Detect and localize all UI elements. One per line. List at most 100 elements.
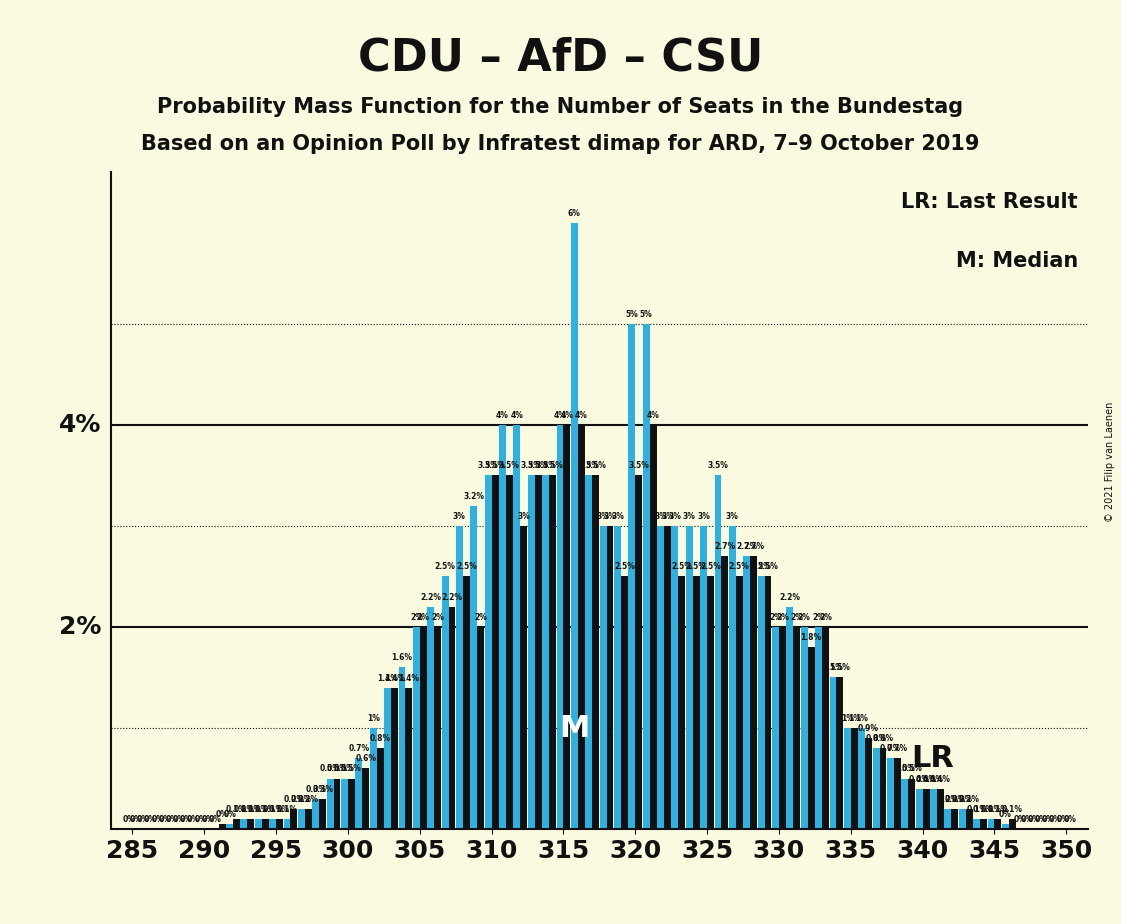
Bar	[448, 607, 455, 829]
Text: 1%: 1%	[855, 714, 868, 723]
Bar	[276, 819, 282, 829]
Text: 0.4%: 0.4%	[930, 774, 951, 784]
Bar	[815, 626, 822, 829]
Bar	[341, 779, 348, 829]
Bar	[549, 475, 556, 829]
Bar	[233, 819, 240, 829]
Text: 2%: 2%	[819, 613, 832, 622]
Bar	[642, 323, 650, 829]
Text: 0%: 0%	[223, 810, 237, 819]
Text: 2.5%: 2.5%	[614, 563, 634, 571]
Text: 0.1%: 0.1%	[248, 805, 269, 814]
Text: 2%: 2%	[474, 613, 488, 622]
Bar	[413, 626, 419, 829]
Text: 0%: 0%	[180, 815, 193, 824]
Bar	[585, 475, 592, 829]
Text: 2.5%: 2.5%	[686, 563, 706, 571]
Bar	[535, 475, 541, 829]
Text: 6%: 6%	[568, 209, 581, 217]
Text: 0%: 0%	[194, 815, 207, 824]
Text: 2%: 2%	[410, 613, 423, 622]
Text: 2.7%: 2.7%	[714, 542, 735, 551]
Bar	[872, 748, 880, 829]
Text: 0.3%: 0.3%	[312, 784, 333, 794]
Bar	[973, 819, 980, 829]
Text: 0%: 0%	[209, 815, 222, 824]
Text: 0%: 0%	[166, 815, 178, 824]
Bar	[865, 738, 872, 829]
Text: 0%: 0%	[1049, 815, 1062, 824]
Bar	[290, 808, 297, 829]
Text: LR: Last Result: LR: Last Result	[901, 192, 1078, 212]
Bar	[471, 505, 478, 829]
Text: 3%: 3%	[655, 512, 667, 521]
Bar	[701, 526, 707, 829]
Bar	[456, 526, 463, 829]
Bar	[219, 824, 225, 829]
Text: 0%: 0%	[129, 815, 142, 824]
Text: 0.1%: 0.1%	[973, 805, 994, 814]
Text: 0.5%: 0.5%	[326, 764, 348, 773]
Bar	[248, 819, 254, 829]
Text: 0%: 0%	[151, 815, 164, 824]
Text: 2.5%: 2.5%	[701, 563, 721, 571]
Text: 1.5%: 1.5%	[823, 663, 843, 673]
Text: 0%: 0%	[1056, 815, 1069, 824]
Text: 2.5%: 2.5%	[456, 563, 476, 571]
Text: 0.4%: 0.4%	[909, 774, 929, 784]
Bar	[377, 748, 383, 829]
Bar	[305, 808, 312, 829]
Text: 2%: 2%	[58, 615, 101, 638]
Bar	[592, 475, 599, 829]
Text: 0.1%: 0.1%	[981, 805, 1001, 814]
Text: 0%: 0%	[999, 810, 1012, 819]
Text: 3%: 3%	[668, 512, 682, 521]
Text: 2.5%: 2.5%	[729, 563, 750, 571]
Text: 0.4%: 0.4%	[916, 774, 936, 784]
Bar	[750, 556, 757, 829]
Bar	[787, 607, 794, 829]
Bar	[478, 626, 484, 829]
Text: 0.2%: 0.2%	[937, 795, 958, 804]
Bar	[945, 808, 952, 829]
Bar	[765, 577, 771, 829]
Text: 1.4%: 1.4%	[377, 674, 398, 683]
Bar	[334, 779, 341, 829]
Bar	[636, 475, 642, 829]
Text: 2%: 2%	[432, 613, 444, 622]
Text: 0.1%: 0.1%	[966, 805, 988, 814]
Text: 0.2%: 0.2%	[284, 795, 305, 804]
Bar	[830, 677, 836, 829]
Bar	[577, 425, 585, 829]
Bar	[298, 808, 305, 829]
Text: 2%: 2%	[417, 613, 429, 622]
Text: 2.5%: 2.5%	[435, 563, 455, 571]
Text: 0%: 0%	[1035, 815, 1047, 824]
Bar	[629, 323, 636, 829]
Bar	[499, 425, 506, 829]
Text: 4%: 4%	[510, 410, 524, 419]
Bar	[606, 526, 613, 829]
Text: 3.2%: 3.2%	[463, 492, 484, 501]
Text: 3.5%: 3.5%	[585, 461, 606, 470]
Text: 1.6%: 1.6%	[391, 653, 413, 663]
Bar	[326, 779, 334, 829]
Text: 3%: 3%	[697, 512, 710, 521]
Bar	[355, 759, 362, 829]
Bar	[980, 819, 986, 829]
Text: 0%: 0%	[187, 815, 200, 824]
Bar	[772, 626, 779, 829]
Text: 2.7%: 2.7%	[743, 542, 765, 551]
Bar	[484, 475, 492, 829]
Text: 0.7%: 0.7%	[880, 744, 901, 753]
Text: 0%: 0%	[215, 810, 229, 819]
Bar	[419, 626, 427, 829]
Text: 0%: 0%	[1043, 815, 1055, 824]
Text: 0.1%: 0.1%	[226, 805, 247, 814]
Text: 2.2%: 2.2%	[442, 592, 463, 602]
Text: 1.8%: 1.8%	[800, 633, 822, 642]
Bar	[693, 577, 700, 829]
Bar	[800, 626, 808, 829]
Text: 0%: 0%	[143, 815, 157, 824]
Bar	[678, 577, 685, 829]
